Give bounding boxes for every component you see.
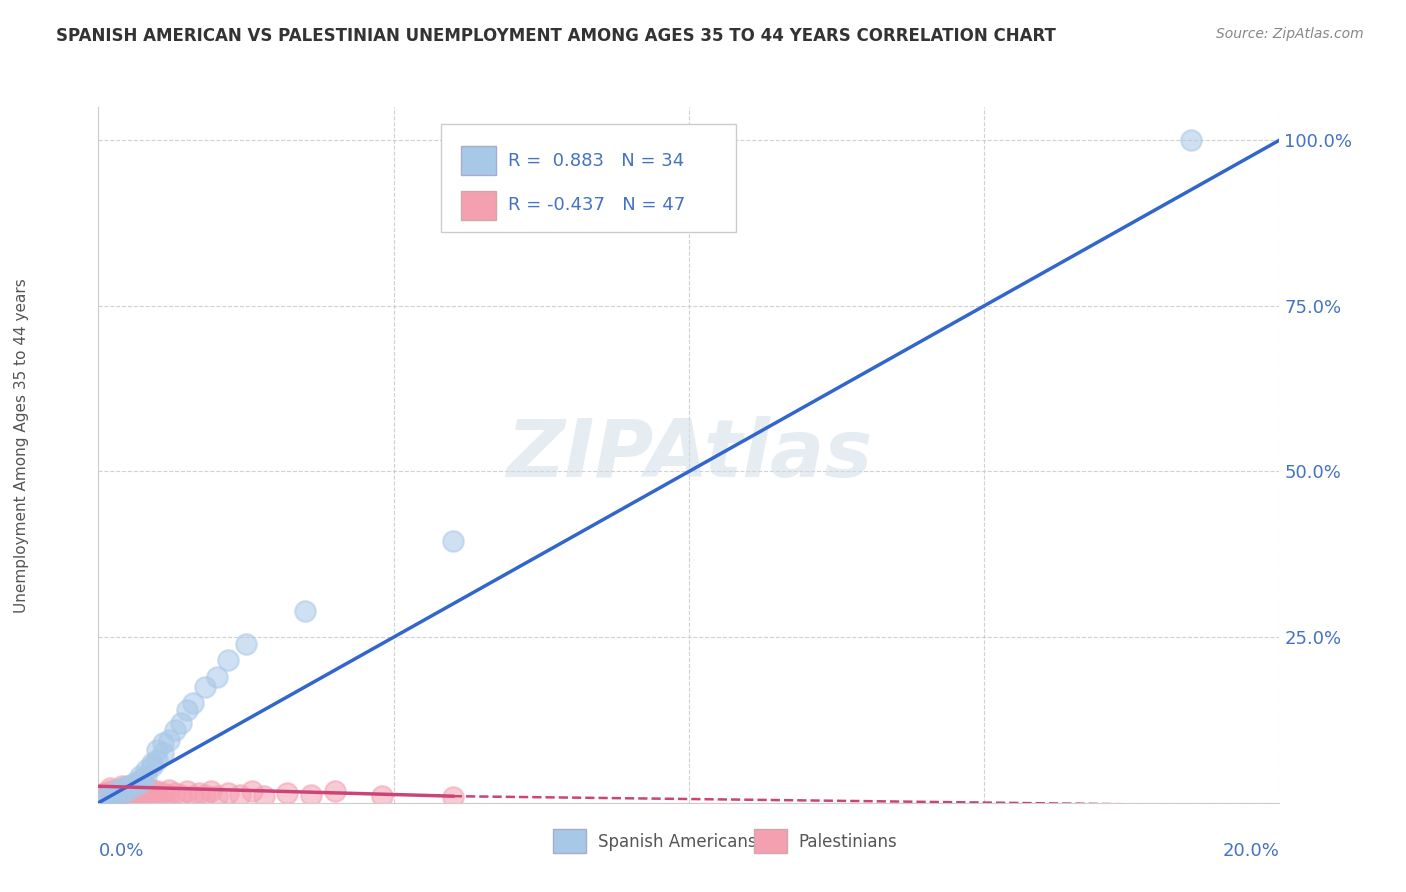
Point xyxy=(371,789,394,804)
Point xyxy=(205,789,228,804)
Point xyxy=(165,786,187,800)
Point xyxy=(200,784,222,798)
Point xyxy=(128,769,150,783)
Point xyxy=(135,786,157,800)
Point xyxy=(98,784,121,798)
FancyBboxPatch shape xyxy=(754,829,787,853)
Point xyxy=(157,732,180,747)
Point xyxy=(117,790,139,805)
FancyBboxPatch shape xyxy=(461,191,496,219)
Point xyxy=(111,784,134,798)
Point xyxy=(111,779,134,793)
Point xyxy=(117,779,139,793)
Point xyxy=(105,784,128,798)
Point xyxy=(135,789,157,804)
Point xyxy=(141,756,163,770)
Text: 20.0%: 20.0% xyxy=(1223,842,1279,860)
Point xyxy=(240,784,263,798)
Text: R =  0.883   N = 34: R = 0.883 N = 34 xyxy=(508,152,685,169)
Point xyxy=(181,789,204,804)
Point xyxy=(146,753,169,767)
Point xyxy=(157,782,180,797)
Point xyxy=(117,782,139,797)
Point xyxy=(98,788,121,802)
Point xyxy=(111,788,134,802)
Point xyxy=(105,789,128,804)
Point xyxy=(176,703,198,717)
Point xyxy=(93,786,115,800)
Point xyxy=(441,534,464,549)
Point xyxy=(441,790,464,805)
Point xyxy=(170,716,193,731)
Point xyxy=(294,604,316,618)
Point xyxy=(229,788,252,802)
Point xyxy=(235,637,257,651)
Point xyxy=(146,743,169,757)
Point xyxy=(122,779,145,793)
Point xyxy=(194,788,217,802)
Point xyxy=(276,786,298,800)
Point xyxy=(1180,133,1202,147)
Point xyxy=(323,784,346,798)
Point xyxy=(217,786,239,800)
Point xyxy=(128,776,150,790)
Point xyxy=(111,786,134,800)
Point xyxy=(105,786,128,800)
Point xyxy=(128,782,150,797)
Text: R = -0.437   N = 47: R = -0.437 N = 47 xyxy=(508,196,686,214)
Point xyxy=(122,776,145,790)
Point xyxy=(117,786,139,800)
Text: SPANISH AMERICAN VS PALESTINIAN UNEMPLOYMENT AMONG AGES 35 TO 44 YEARS CORRELATI: SPANISH AMERICAN VS PALESTINIAN UNEMPLOY… xyxy=(56,27,1056,45)
Point xyxy=(135,769,157,783)
Point xyxy=(253,789,276,804)
Point xyxy=(122,784,145,798)
Point xyxy=(165,723,187,737)
FancyBboxPatch shape xyxy=(461,146,496,175)
Point xyxy=(217,653,239,667)
Text: ZIPAtlas: ZIPAtlas xyxy=(506,416,872,494)
Point xyxy=(135,779,157,793)
FancyBboxPatch shape xyxy=(553,829,586,853)
Point xyxy=(187,786,209,800)
Text: Unemployment Among Ages 35 to 44 years: Unemployment Among Ages 35 to 44 years xyxy=(14,278,28,614)
Point xyxy=(141,759,163,773)
Point xyxy=(205,670,228,684)
Point xyxy=(93,789,115,804)
Point xyxy=(98,781,121,796)
Text: Spanish Americans: Spanish Americans xyxy=(598,833,756,852)
Point xyxy=(152,786,174,800)
Point xyxy=(146,784,169,798)
Point xyxy=(152,746,174,760)
Text: Palestinians: Palestinians xyxy=(799,833,897,852)
Point xyxy=(135,763,157,777)
Point xyxy=(98,790,121,805)
Point xyxy=(122,781,145,796)
Point xyxy=(117,779,139,793)
Text: Source: ZipAtlas.com: Source: ZipAtlas.com xyxy=(1216,27,1364,41)
Point xyxy=(141,788,163,802)
Point xyxy=(117,782,139,797)
Text: 0.0%: 0.0% xyxy=(98,842,143,860)
Point xyxy=(93,792,115,806)
Point xyxy=(122,789,145,804)
Point xyxy=(105,782,128,797)
Point xyxy=(170,788,193,802)
Point xyxy=(146,789,169,804)
Point xyxy=(176,784,198,798)
Point xyxy=(128,772,150,787)
Point xyxy=(157,788,180,802)
Point xyxy=(181,697,204,711)
Point xyxy=(299,788,322,802)
Point xyxy=(98,790,121,805)
Point xyxy=(152,736,174,750)
Point xyxy=(128,788,150,802)
FancyBboxPatch shape xyxy=(441,124,737,232)
Point xyxy=(111,781,134,796)
Point xyxy=(194,680,217,694)
Point xyxy=(141,782,163,797)
Point xyxy=(105,789,128,804)
